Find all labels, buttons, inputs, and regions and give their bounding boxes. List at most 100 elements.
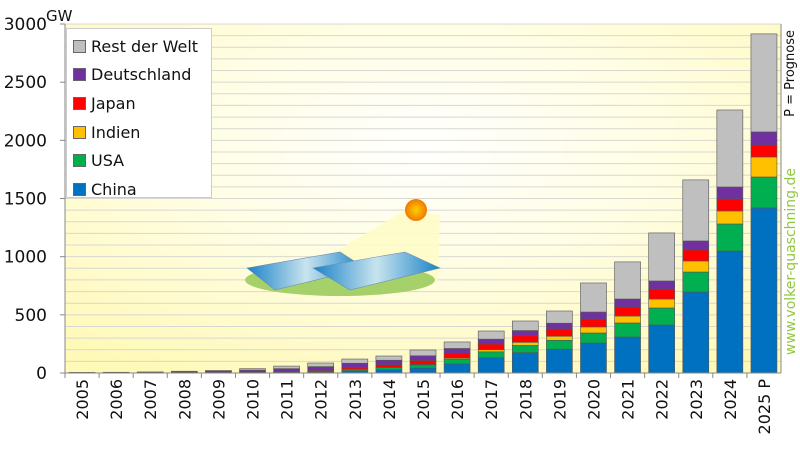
- bar-segment-rest-der-welt: [750, 33, 778, 133]
- bar-segment-indien: [546, 335, 573, 341]
- bar-segment-china: [580, 342, 607, 374]
- bar-segment-rest-der-welt: [580, 282, 607, 313]
- legend-item: Deutschland: [73, 61, 211, 90]
- x-tick-label: 2016: [448, 379, 467, 420]
- bar-segment-rest-der-welt: [511, 320, 539, 331]
- bar-segment-usa: [511, 345, 539, 353]
- y-tick-label: 500: [15, 306, 47, 326]
- bar-segment-usa: [614, 322, 641, 338]
- bar-segment-china: [716, 250, 744, 374]
- y-tick-label: 3000: [4, 15, 47, 35]
- bar-segment-japan: [375, 364, 403, 368]
- bar-segment-japan: [614, 306, 641, 317]
- bar-segment-indien: [716, 210, 744, 225]
- bar-segment-rest-der-welt: [682, 179, 710, 242]
- bar-segment-usa: [750, 176, 778, 209]
- x-tick-label: 2014: [380, 379, 399, 420]
- x-tick-label: 2008: [175, 379, 194, 420]
- bar-segment-rest-der-welt: [648, 232, 675, 282]
- y-tick-label: 0: [36, 364, 47, 384]
- bar-segment-usa: [477, 351, 505, 359]
- bar-segment-rest-der-welt: [614, 261, 641, 300]
- bar-segment-usa: [375, 367, 403, 371]
- bar-segment-china: [443, 363, 471, 374]
- bar-segment-usa: [648, 307, 675, 326]
- bar-segment-rest-der-welt: [171, 370, 198, 373]
- x-tick-label: 2005: [73, 379, 92, 420]
- legend-swatch: [73, 125, 86, 139]
- bar-segment-rest-der-welt: [409, 349, 437, 357]
- legend-label: Indien: [91, 122, 141, 142]
- bar-segment-china: [648, 324, 675, 374]
- bar-segment-deutschland: [307, 366, 335, 371]
- bar-segment-japan: [443, 352, 471, 359]
- legend-item: China: [73, 175, 211, 204]
- bar-segment-rest-der-welt: [716, 109, 744, 188]
- legend-label: Japan: [91, 93, 136, 113]
- bar-segment-rest-der-welt: [443, 341, 471, 349]
- bar-segment-deutschland: [682, 240, 710, 251]
- bar-segment-indien: [477, 349, 505, 353]
- bar-segment-china: [477, 357, 505, 374]
- bar-segment-deutschland: [443, 348, 471, 354]
- bar-segment-china: [409, 367, 437, 374]
- bar-segment-indien: [511, 341, 539, 346]
- bar-segment-rest-der-welt: [307, 362, 335, 367]
- x-tick-label: 2022: [653, 379, 672, 420]
- x-tick-label: 2012: [312, 379, 331, 420]
- x-tick-label: 2010: [244, 379, 263, 420]
- bar-segment-usa: [443, 358, 471, 365]
- legend-label: USA: [91, 151, 125, 171]
- x-tick-label: 2021: [619, 379, 638, 420]
- y-tick-label: 1000: [4, 248, 47, 268]
- x-tick-label: 2013: [346, 379, 365, 420]
- x-tick-label: 2020: [584, 379, 603, 420]
- bar-segment-indien: [614, 315, 641, 324]
- x-tick-label: 2023: [687, 379, 706, 420]
- legend-swatch: [73, 39, 86, 53]
- sun-icon: [405, 199, 427, 221]
- bar-segment-deutschland: [716, 186, 744, 200]
- x-tick-label: 2019: [550, 379, 569, 420]
- x-tick-label: 2009: [209, 379, 228, 420]
- legend-item: USA: [73, 146, 211, 175]
- x-tick-label: 2018: [516, 379, 535, 420]
- bar-segment-rest-der-welt: [341, 358, 369, 364]
- legend-item: Indien: [73, 118, 211, 147]
- bar-segment-rest-der-welt: [273, 365, 300, 369]
- x-tick-label: 2025 P: [755, 379, 774, 435]
- bar-segment-deutschland: [580, 311, 607, 320]
- x-tick-label: 2006: [107, 379, 126, 420]
- bar-segment-china: [546, 348, 573, 374]
- website-credit: www.volker-quaschning.de: [783, 168, 799, 356]
- bar-segment-deutschland: [341, 362, 369, 368]
- bar-segment-deutschland: [546, 322, 573, 330]
- x-tick-label: 2024: [721, 379, 740, 420]
- prognose-note: P = Prognose: [783, 30, 798, 117]
- legend-label: Deutschland: [91, 65, 192, 85]
- bar-segment-deutschland: [375, 359, 403, 365]
- bar-segment-deutschland: [614, 298, 641, 308]
- bar-segment-china: [614, 336, 641, 374]
- y-tick-label: 2000: [4, 131, 47, 151]
- y-tick-label: 2500: [4, 73, 47, 93]
- x-tick-label: 2007: [141, 379, 160, 420]
- bar-segment-indien: [750, 156, 778, 178]
- x-tick-label: 2017: [482, 379, 501, 420]
- legend-label: Rest der Welt: [91, 36, 199, 56]
- legend: Rest der Welt Deutschland Japan Indien USA Ch…: [66, 28, 212, 199]
- bar-segment-japan: [750, 144, 778, 158]
- legend-swatch: [73, 154, 86, 168]
- legend-item: Japan: [73, 89, 211, 118]
- bar-segment-japan: [580, 318, 607, 328]
- bar-segment-deutschland: [477, 338, 505, 345]
- bar-segment-deutschland: [511, 330, 539, 337]
- legend-label: China: [91, 179, 137, 199]
- bar-segment-japan: [648, 288, 675, 300]
- bar-segment-china: [511, 352, 539, 374]
- bar-segment-indien: [648, 298, 675, 309]
- bar-segment-usa: [409, 364, 437, 369]
- bar-segment-rest-der-welt: [205, 370, 232, 372]
- bar-segment-deutschland: [750, 131, 778, 146]
